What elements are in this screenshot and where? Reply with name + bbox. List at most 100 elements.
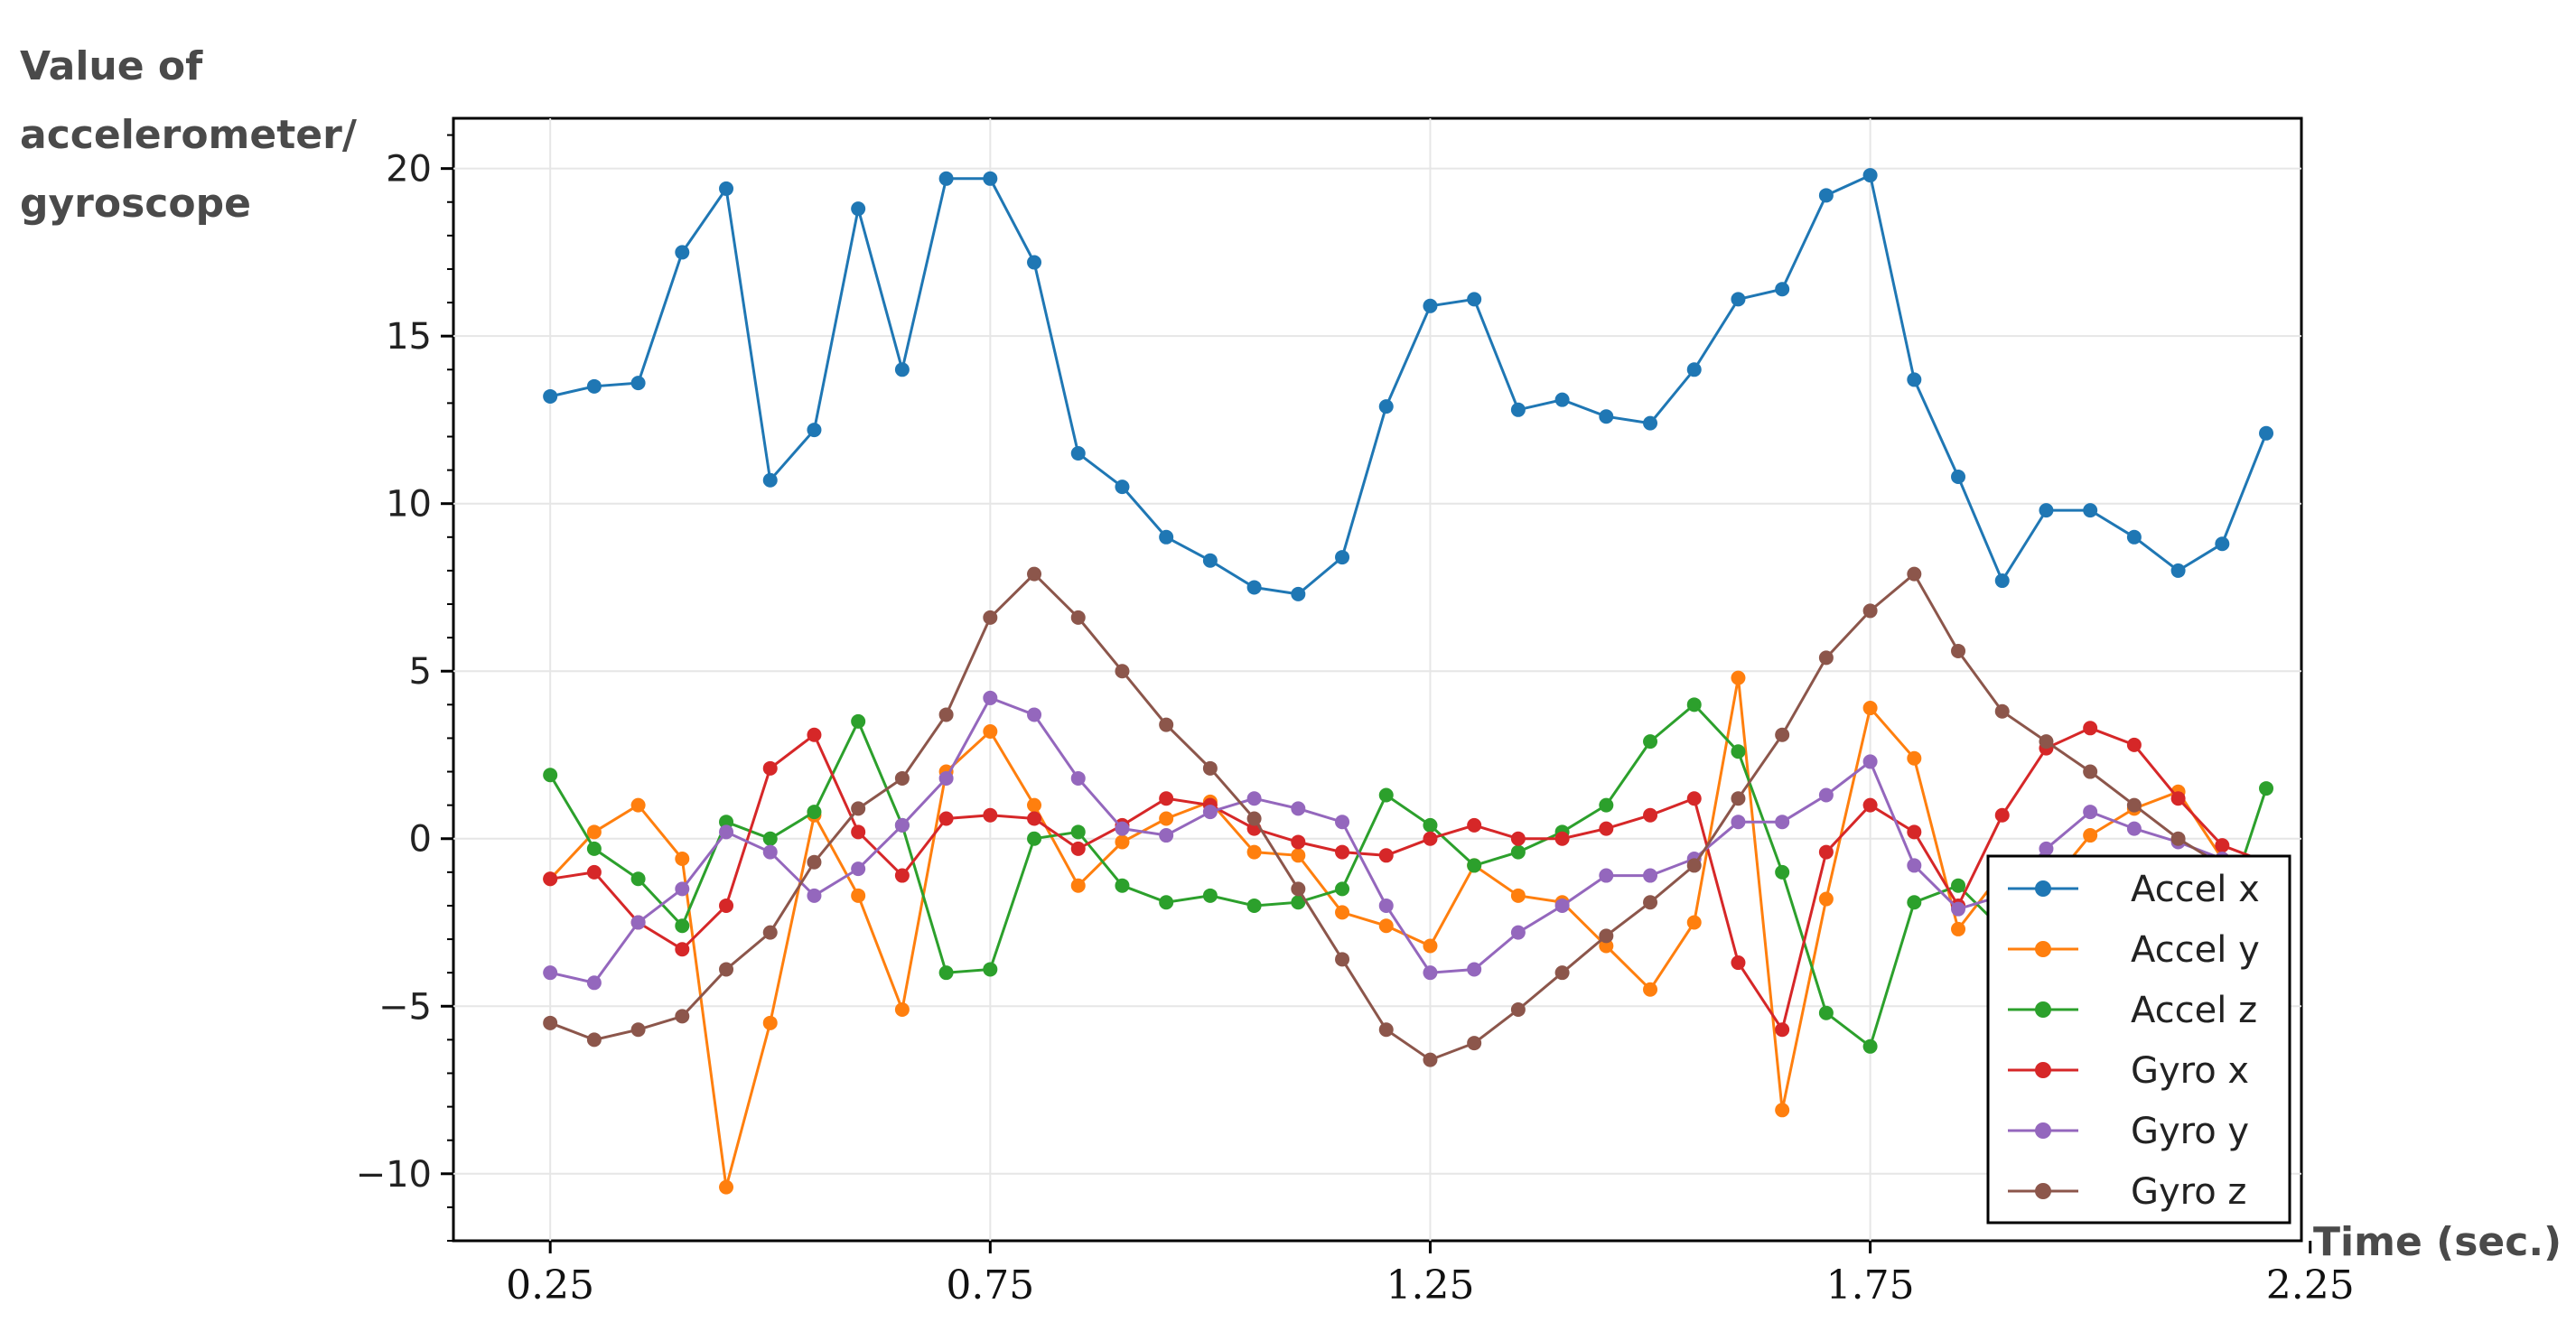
x-tick-label: 0.25 (506, 1262, 594, 1308)
data-point (719, 962, 734, 977)
data-point (1599, 868, 1614, 883)
data-point (1554, 898, 1570, 913)
legend-label: Gyro z (2131, 1171, 2246, 1213)
data-point (675, 881, 690, 897)
data-point (1951, 643, 1966, 658)
data-point (2259, 781, 2274, 796)
data-point (1862, 1038, 1878, 1054)
data-point (1159, 811, 1174, 826)
data-point (1467, 292, 1482, 307)
data-point (1599, 797, 1614, 813)
data-point (2170, 563, 2186, 578)
data-point (1291, 586, 1306, 601)
data-point (1907, 858, 1922, 873)
data-point (1818, 188, 1834, 203)
data-point (1070, 610, 1086, 625)
legend-label: Gyro x (2131, 1050, 2249, 1092)
data-point (719, 898, 734, 913)
data-point (1467, 1036, 1482, 1051)
data-point (1907, 750, 1922, 766)
data-point (1335, 881, 1350, 897)
data-point (1202, 888, 1218, 903)
data-point (630, 797, 646, 813)
legend-swatch-marker (2035, 880, 2051, 897)
data-point (2126, 737, 2142, 752)
data-point (1951, 921, 1966, 936)
data-point (2170, 831, 2186, 846)
data-point (586, 378, 602, 394)
data-point (938, 811, 954, 826)
data-point (1335, 550, 1350, 565)
data-point (1335, 844, 1350, 860)
data-point (1378, 898, 1394, 913)
data-point (807, 423, 822, 438)
data-point (1731, 292, 1746, 307)
data-point (1731, 955, 1746, 971)
data-point (2259, 425, 2274, 441)
data-point (1951, 470, 1966, 485)
data-point (1378, 787, 1394, 803)
series-line (549, 677, 2267, 1187)
data-point (2039, 734, 2054, 750)
data-point (1510, 844, 1526, 860)
data-point (894, 770, 910, 786)
data-point (1599, 409, 1614, 424)
data-point (1643, 895, 1658, 910)
data-point (1070, 446, 1086, 461)
data-point (1070, 770, 1086, 786)
data-point (1159, 895, 1174, 910)
y-tick-label: −5 (378, 986, 432, 1028)
data-point (1423, 1052, 1438, 1067)
data-point (1643, 982, 1658, 997)
series-line (549, 172, 2268, 596)
data-point (762, 831, 778, 846)
data-point (1246, 844, 1262, 860)
data-point (1378, 918, 1394, 934)
data-point (1202, 760, 1218, 776)
data-point (2039, 503, 2054, 518)
y-tick-label: −10 (356, 1154, 432, 1196)
legend-swatch-marker (2035, 1183, 2051, 1199)
data-point (2215, 536, 2230, 552)
data-point (807, 888, 822, 903)
data-point (762, 760, 778, 776)
data-point (1994, 573, 2010, 589)
data-point (1467, 858, 1482, 873)
data-point (983, 690, 998, 705)
data-point (543, 768, 558, 783)
data-point (586, 824, 602, 840)
data-point (894, 868, 910, 883)
data-point (1686, 858, 1702, 873)
data-point (851, 713, 866, 729)
data-point (1775, 815, 1790, 830)
data-point (762, 925, 778, 940)
data-point (1070, 824, 1086, 840)
data-point (851, 201, 866, 217)
legend-label: Accel x (2131, 869, 2260, 910)
data-point (543, 965, 558, 981)
data-point (1907, 824, 1922, 840)
data-point (1467, 962, 1482, 977)
data-point (1027, 707, 1042, 722)
data-point (807, 727, 822, 742)
data-point (983, 724, 998, 740)
data-point (2215, 838, 2230, 853)
data-point (762, 844, 778, 860)
data-point (1510, 831, 1526, 846)
data-point (2083, 828, 2098, 843)
data-point (1643, 734, 1658, 750)
data-point (1246, 898, 1262, 913)
data-point (1423, 831, 1438, 846)
x-tick-label: 1.25 (1386, 1262, 1474, 1308)
series-line (549, 696, 2267, 984)
data-point (1907, 566, 1922, 582)
data-point (1027, 811, 1042, 826)
legend-label: Gyro y (2131, 1111, 2249, 1152)
data-point (1994, 703, 2010, 719)
data-point (1862, 754, 1878, 769)
data-point (894, 1001, 910, 1017)
y-tick-label: 10 (386, 484, 432, 526)
data-point (2083, 721, 2098, 736)
data-point (1818, 1005, 1834, 1020)
data-point (851, 801, 866, 816)
